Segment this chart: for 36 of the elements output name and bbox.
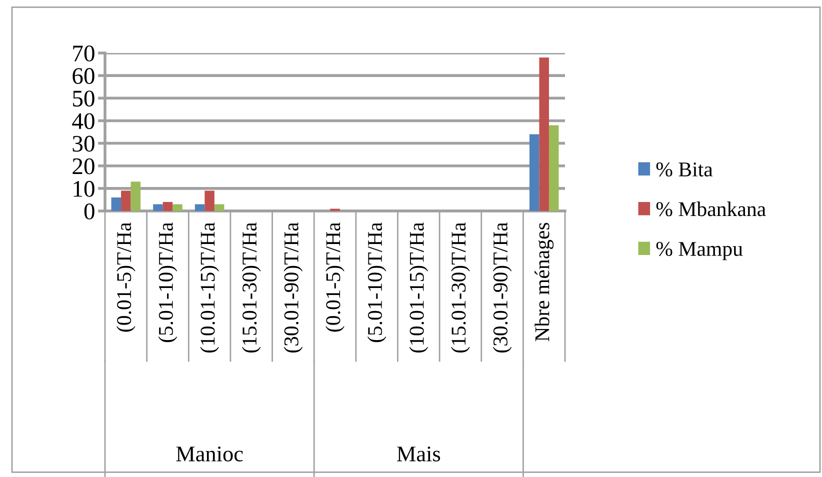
bar bbox=[162, 202, 173, 211]
x-tick-label: (30.01-90)T/Ha bbox=[284, 222, 303, 353]
y-tick-label: 40 bbox=[72, 113, 94, 130]
x-tick-label: (30.01-90)T/Ha bbox=[492, 222, 512, 353]
y-tick-label: 10 bbox=[74, 180, 94, 197]
x-tick-label: (5.01-10)T/Ha bbox=[367, 222, 386, 342]
legend-label: % Bita bbox=[656, 162, 713, 177]
bar bbox=[130, 182, 141, 211]
legend-label: % Mampu bbox=[656, 242, 743, 260]
bar bbox=[529, 134, 540, 211]
y-tick-label: 20 bbox=[72, 158, 94, 174]
legend-label: % Mbankana bbox=[656, 202, 766, 216]
y-tick-label: 50 bbox=[73, 90, 94, 107]
bar bbox=[548, 125, 559, 211]
y-tick-label: 0 bbox=[84, 203, 94, 220]
bar bbox=[194, 204, 205, 211]
x-tick-label: Nbre ménages bbox=[534, 222, 554, 342]
x-tick-label: (15.01-30)T/Ha bbox=[242, 222, 261, 353]
y-tick-label: 70 bbox=[73, 45, 94, 62]
y-tick-label: 30 bbox=[72, 136, 94, 152]
bar bbox=[153, 204, 163, 211]
x-tick-label: (10.01-15)T/Ha bbox=[200, 222, 219, 353]
x-tick-label: (0.01-5)T/Ha bbox=[116, 222, 136, 332]
x-tick-label: (5.01-10)T/Ha bbox=[158, 222, 178, 342]
x-tick-label: (10.01-15)T/Ha bbox=[409, 222, 428, 353]
text: Mais bbox=[397, 446, 440, 462]
bar bbox=[539, 58, 549, 211]
bar bbox=[121, 190, 131, 211]
y-tick-label: 60 bbox=[72, 68, 94, 84]
text: Manioc bbox=[176, 446, 243, 462]
bar bbox=[214, 204, 224, 211]
bar bbox=[111, 197, 122, 211]
x-tick-label: (15.01-30)T/Ha bbox=[451, 222, 470, 353]
bar bbox=[172, 204, 182, 211]
bar bbox=[204, 190, 214, 211]
x-tick-label: (0.01-5)T/Ha bbox=[326, 222, 344, 332]
